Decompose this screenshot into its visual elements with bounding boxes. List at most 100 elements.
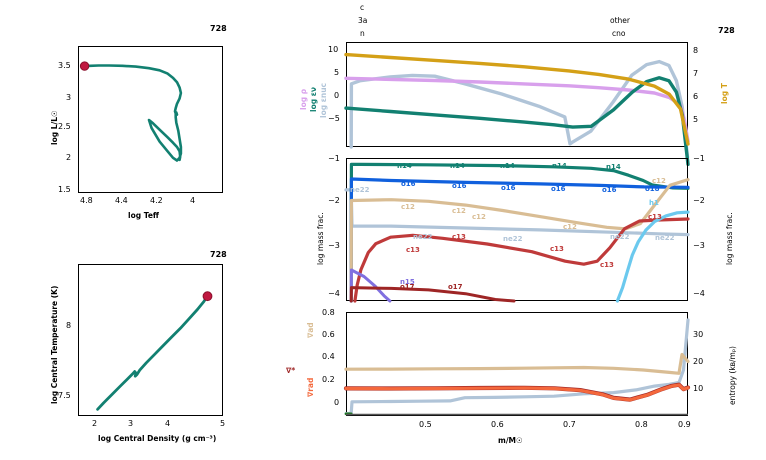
hr-xaxis-label: log Teff	[128, 211, 159, 220]
isotope-label-h1: h1	[649, 199, 659, 207]
structure-panels: 728 c 3a n other cno 10 5 0 −5 8 7 6 5 l…	[286, 0, 766, 460]
eps-nu-curve	[344, 76, 690, 167]
rhot-curve-svg	[96, 291, 213, 411]
isotope-label-n14: n14	[397, 162, 412, 170]
hr-xtick-4: 4	[190, 196, 196, 205]
abund-ytick-m4: −4	[328, 289, 340, 298]
grad-xtick-0p5: 0.5	[419, 420, 432, 429]
abund-ytick-m1: −1	[328, 154, 340, 163]
grad-ytick-0p2: 0.2	[322, 375, 335, 384]
grad-xaxis-label: m/M☉	[498, 436, 523, 445]
rhot-model-number: 728	[210, 250, 227, 259]
grad-label-rad: ∇rad	[306, 377, 315, 397]
top-ytick-5: 5	[334, 68, 340, 77]
grad-rtick-30: 30	[693, 330, 704, 339]
header-burn-n: n	[360, 29, 365, 38]
top-rtick-6: 6	[693, 92, 699, 101]
central-rho-t-panel: 728 8 7.5 2 3 4 5 log Central Density (g…	[0, 232, 280, 460]
grad-xtick-0p7: 0.7	[563, 420, 576, 429]
isotope-label-n14: n14	[552, 162, 567, 170]
isotope-label-ne22: ne22	[655, 234, 675, 242]
isotope-label-c12: c12	[452, 207, 466, 215]
top-ytick-minus5: −5	[328, 114, 340, 123]
isotope-label-o16: o16	[401, 180, 416, 188]
isotope-label-o17: o17	[448, 283, 463, 291]
grad-ylabel-entropy: entropy (kʙ/mₚ)	[728, 346, 737, 405]
grad-label-star: ∇*	[286, 366, 296, 375]
c12-curve	[349, 178, 690, 303]
header-burn-other: other	[610, 16, 630, 25]
hr-ytick-1p5: 1.5	[58, 185, 71, 194]
isotope-label-ne22: ne22	[413, 233, 433, 241]
isotope-label-c12: c12	[472, 213, 486, 221]
abund-ytick-m3: −3	[328, 241, 340, 250]
hr-curve-svg	[79, 61, 183, 162]
isotope-label-o17: o17	[400, 283, 415, 291]
top-ytick-10: 10	[328, 45, 339, 54]
hr-xtick-4p8: 4.8	[80, 196, 93, 205]
hr-current-model-marker	[79, 61, 90, 71]
grad-ytick-0: 0	[334, 398, 340, 407]
isotope-label-c12: c12	[652, 177, 666, 185]
top-rtick-5: 5	[693, 115, 699, 124]
isotope-label-ne22: ne22	[503, 235, 523, 243]
isotope-label-c12: c12	[563, 223, 577, 231]
grad-xtick-0p9: 0.9	[678, 420, 691, 429]
hr-xtick-4p2: 4.2	[150, 196, 163, 205]
isotope-label-o16: o16	[452, 182, 467, 190]
o16-curve	[349, 177, 690, 303]
grad-xtick-0p8: 0.8	[635, 420, 648, 429]
rhot-ytick-7p5: 7.5	[58, 391, 71, 400]
isotope-label-o16: o16	[501, 184, 516, 192]
hr-plot-frame	[78, 46, 223, 193]
abundance-panel-frame	[346, 158, 688, 301]
gradient-panel-frame	[346, 312, 688, 416]
rhot-xaxis-label: log Central Density (g cm⁻³)	[98, 434, 217, 443]
isotope-label-ne22: ne22	[350, 186, 370, 194]
rhot-track-curve	[96, 295, 209, 411]
isotope-label-n14: n14	[500, 162, 515, 170]
hr-ytick-2p5: 2.5	[58, 122, 71, 131]
header-burn-c: c	[360, 3, 365, 12]
gradient-panel-svg	[343, 318, 691, 416]
abund-rtick-m3: −3	[693, 241, 705, 250]
log-t-curve	[344, 52, 690, 146]
rhot-plot-frame	[78, 264, 223, 416]
top-panel-svg	[344, 52, 690, 167]
isotope-label-c13: c13	[600, 261, 614, 269]
isotope-label-n15: n15	[400, 278, 415, 286]
grad-rtick-20: 20	[693, 357, 704, 366]
isotope-label-ne22: ne22	[610, 233, 630, 241]
rhot-xtick-3: 3	[128, 419, 134, 428]
rhot-current-model-marker	[202, 291, 213, 302]
h1-curve	[615, 210, 690, 303]
grad-ytick-0p4: 0.4	[322, 352, 335, 361]
hr-xtick-4p4: 4.4	[115, 196, 128, 205]
isotope-label-c12: c12	[401, 203, 415, 211]
isotope-label-o18: o18	[645, 185, 660, 193]
rhot-ytick-8: 8	[66, 321, 72, 330]
isotope-label-o16: o16	[602, 186, 617, 194]
top-rtick-7: 7	[693, 69, 699, 78]
header-burn-3a: 3a	[358, 16, 368, 25]
c13-curve	[353, 217, 690, 303]
rhot-xtick-5: 5	[220, 419, 226, 428]
hr-track-curve	[83, 64, 183, 162]
isotope-label-o16: o16	[551, 185, 566, 193]
grad-ad-curve	[344, 352, 690, 375]
grad-rad-curve	[344, 383, 690, 402]
isotope-label-n14: n14	[606, 163, 621, 171]
grad-ytick-0p6: 0.6	[322, 330, 335, 339]
abundance-panel-svg	[344, 162, 690, 303]
header-burn-cno: cno	[612, 29, 626, 38]
grad-label-ad: ∇ad	[306, 322, 315, 338]
hr-ytick-3: 3	[66, 93, 72, 102]
abund-rtick-m4: −4	[693, 289, 705, 298]
rhot-yaxis-label: log Central Temperature (K)	[50, 285, 59, 404]
hr-ytick-3p5: 3.5	[58, 61, 71, 70]
top-panel-frame	[346, 42, 688, 147]
grad-xtick-0p6: 0.6	[491, 420, 504, 429]
eps-nuc-curve	[349, 59, 690, 159]
isotope-label-c13: c13	[550, 245, 564, 253]
isotope-label-n14: n14	[450, 162, 465, 170]
